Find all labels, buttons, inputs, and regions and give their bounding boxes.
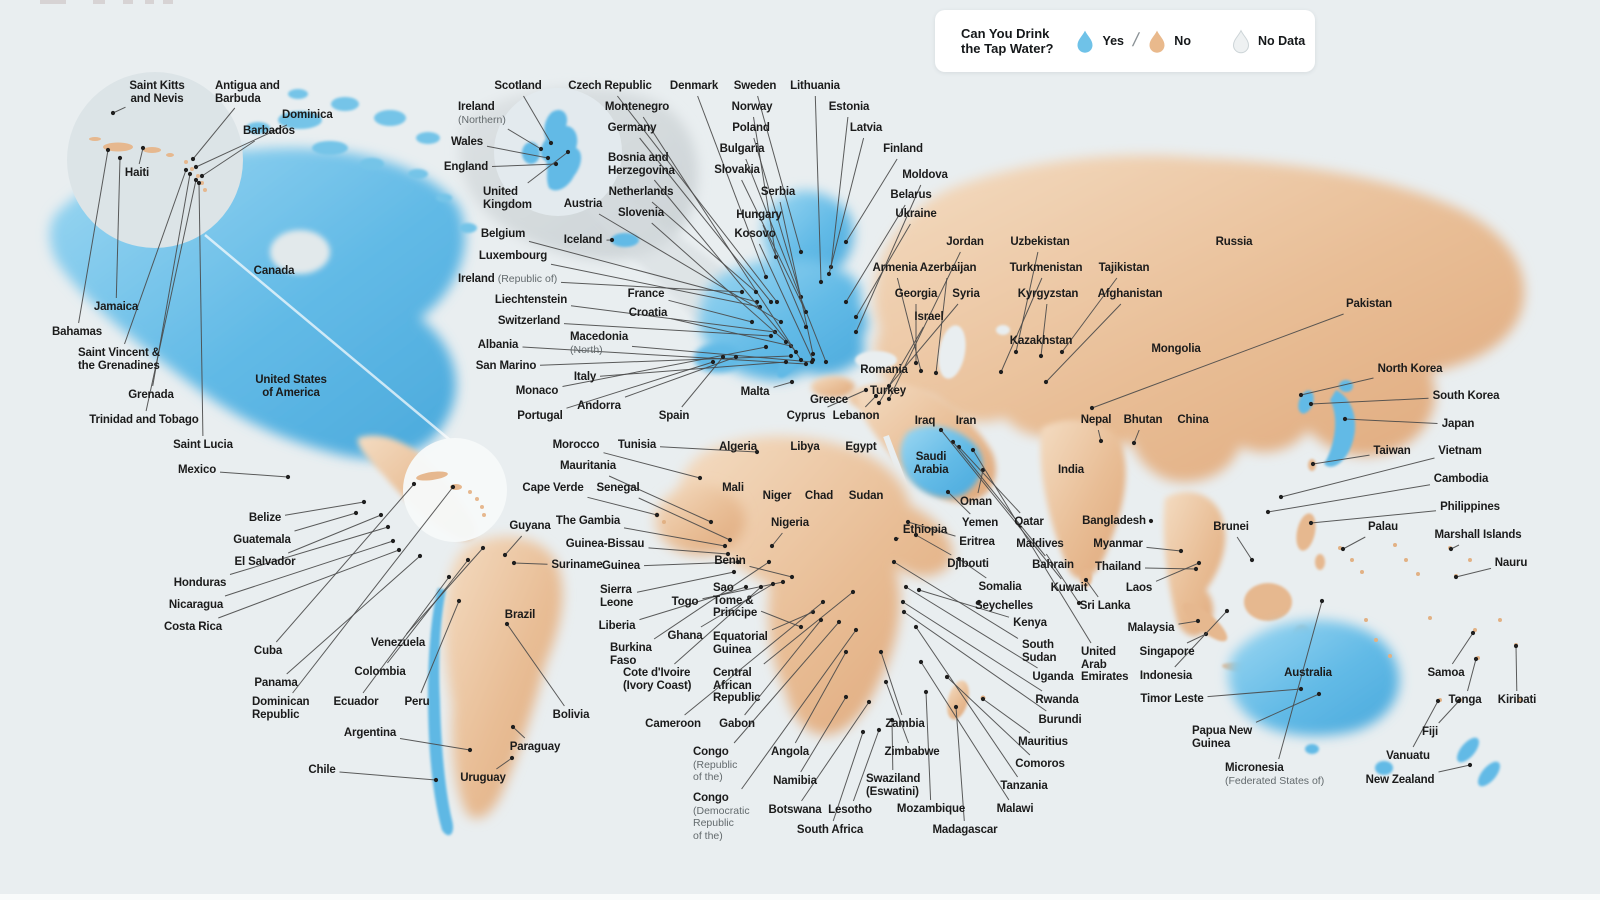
- bottom-edge: [0, 894, 1600, 900]
- legend-item-no: No: [1147, 29, 1191, 54]
- hudson-bay: [270, 230, 330, 274]
- legend-item-yes: Yes: [1075, 29, 1124, 54]
- aral-sea: [996, 325, 1010, 335]
- black-sea: [855, 351, 897, 369]
- region-chile-yes: [428, 588, 454, 836]
- legend-label-yes: Yes: [1102, 34, 1125, 48]
- region-west-africa-no: [655, 485, 745, 555]
- cropped-logo-fragment: [163, 0, 173, 4]
- region-asia-no: [873, 155, 1525, 483]
- legend-title: Can You Drink the Tap Water?: [961, 26, 1054, 56]
- arctic-islands-yes: [246, 89, 477, 233]
- cropped-logo-fragment: [93, 0, 105, 4]
- region-iceland-yes: [611, 233, 639, 247]
- leader-lines: [78, 95, 1519, 822]
- magnifier-connector-line: [204, 234, 451, 441]
- legend-label-no-data: No Data: [1257, 34, 1306, 48]
- caribbean-islands-no: [89, 137, 207, 192]
- region-australia-yes: [1228, 619, 1400, 736]
- water-drop-yes-icon: [1077, 30, 1093, 53]
- region-south-america-no: [443, 536, 563, 819]
- legend: Can You Drink the Tap Water? Yes / No No…: [935, 10, 1315, 72]
- region-italy-yes: [777, 350, 799, 378]
- region-india-no: [1040, 420, 1126, 580]
- central-america-magnifier-circle: [403, 438, 507, 542]
- region-africa-no: [680, 436, 953, 735]
- legend-item-no-data: No Data: [1231, 29, 1305, 54]
- region-madagascar-no: [947, 680, 969, 720]
- cropped-logo-fragment: [40, 0, 66, 4]
- region-balkans-south-no: [811, 376, 855, 398]
- cropped-logo-fragment: [123, 0, 133, 4]
- water-drop-no-icon: [1149, 30, 1165, 53]
- region-iberia-yes: [694, 343, 742, 373]
- region-new-zealand-yes: [1305, 737, 1501, 787]
- caribbean-magnifier-circle: [67, 72, 243, 248]
- region-ireland-yes: [522, 142, 540, 164]
- region-indochina-no: [1163, 491, 1226, 637]
- red-sea: [883, 434, 915, 507]
- region-united-kingdom-yes: [540, 109, 582, 191]
- water-drop-no-data-icon: [1232, 29, 1249, 53]
- legend-separator: /: [1130, 30, 1141, 51]
- legend-label-no: No: [1174, 34, 1191, 48]
- region-saudi-arabia-yes: [900, 425, 983, 498]
- cropped-logo-fragment: [145, 0, 154, 4]
- caspian-sea: [938, 325, 966, 379]
- region-europe-yes: [698, 259, 869, 381]
